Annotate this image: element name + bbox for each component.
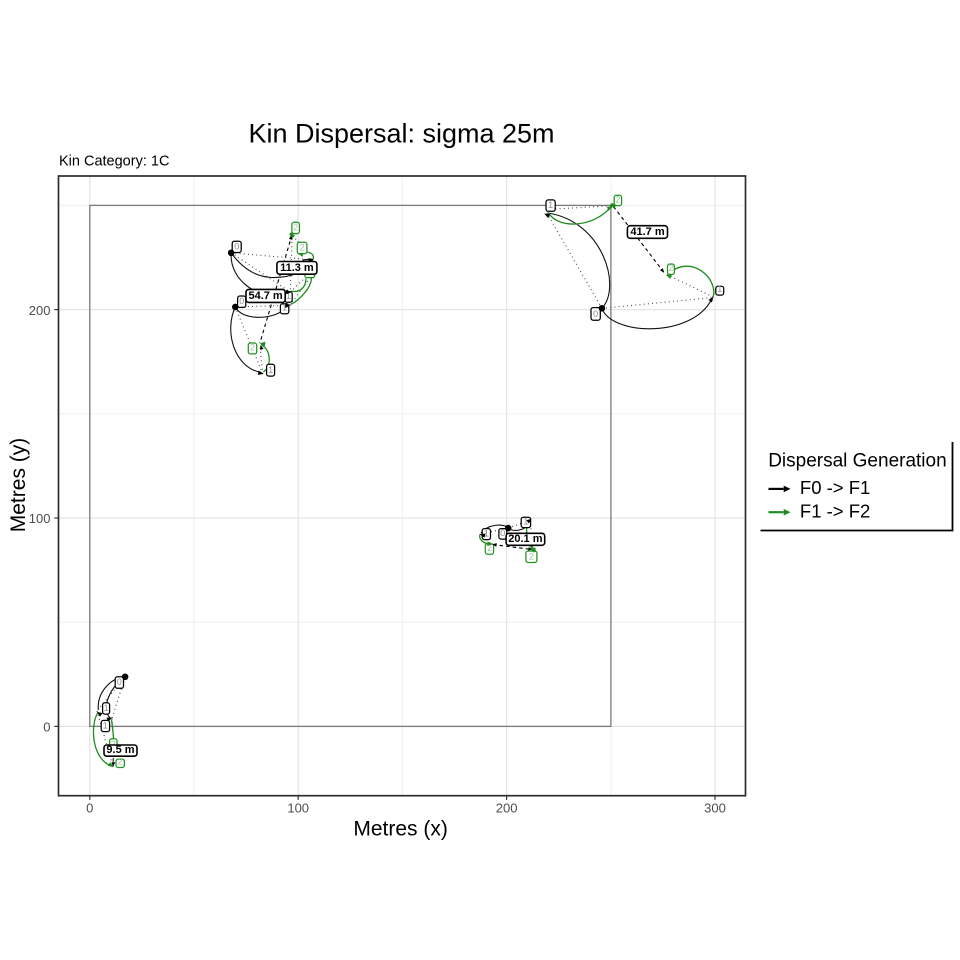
svg-text:2: 2	[111, 739, 116, 749]
svg-text:1: 1	[484, 528, 489, 538]
svg-text:F1 -> F2: F1 -> F2	[800, 501, 870, 522]
svg-text:Kin Category: 1C: Kin Category: 1C	[59, 154, 169, 170]
svg-text:11.3 m: 11.3 m	[280, 262, 314, 274]
svg-text:0: 0	[234, 241, 239, 251]
svg-text:F0 -> F1: F0 -> F1	[800, 477, 870, 498]
svg-text:1: 1	[548, 200, 553, 210]
svg-text:0: 0	[593, 309, 598, 319]
svg-text:0: 0	[43, 720, 50, 735]
svg-text:2: 2	[668, 263, 673, 273]
svg-text:1: 1	[282, 303, 287, 313]
svg-text:1: 1	[268, 365, 273, 375]
svg-text:2: 2	[293, 222, 298, 232]
svg-text:1: 1	[104, 703, 109, 713]
svg-text:2: 2	[250, 343, 255, 353]
svg-text:54.7 m: 54.7 m	[248, 290, 282, 302]
svg-text:Metres (y): Metres (y)	[7, 438, 30, 533]
svg-text:2: 2	[615, 194, 620, 204]
svg-text:0: 0	[500, 528, 505, 538]
svg-text:0: 0	[117, 677, 122, 687]
svg-text:100: 100	[287, 801, 309, 816]
svg-text:2: 2	[487, 543, 492, 553]
svg-text:1: 1	[286, 291, 291, 301]
svg-text:200: 200	[29, 303, 51, 318]
svg-text:20.1 m: 20.1 m	[508, 533, 542, 545]
svg-text:2: 2	[300, 243, 305, 253]
svg-text:0: 0	[86, 801, 93, 816]
svg-text:2: 2	[529, 551, 534, 561]
svg-text:Metres (x): Metres (x)	[353, 818, 448, 841]
svg-text:200: 200	[496, 801, 518, 816]
svg-text:1: 1	[717, 284, 722, 294]
svg-text:2: 2	[118, 756, 123, 766]
svg-text:1: 1	[103, 720, 108, 730]
svg-text:9.5 m: 9.5 m	[106, 744, 134, 756]
svg-text:41.7 m: 41.7 m	[630, 226, 664, 238]
svg-text:300: 300	[704, 801, 726, 816]
svg-text:100: 100	[29, 511, 51, 526]
svg-text:Dispersal Generation: Dispersal Generation	[768, 450, 946, 471]
svg-text:Kin Dispersal: sigma 25m: Kin Dispersal: sigma 25m	[248, 119, 554, 149]
svg-text:1: 1	[523, 516, 528, 526]
svg-text:0: 0	[239, 296, 244, 306]
